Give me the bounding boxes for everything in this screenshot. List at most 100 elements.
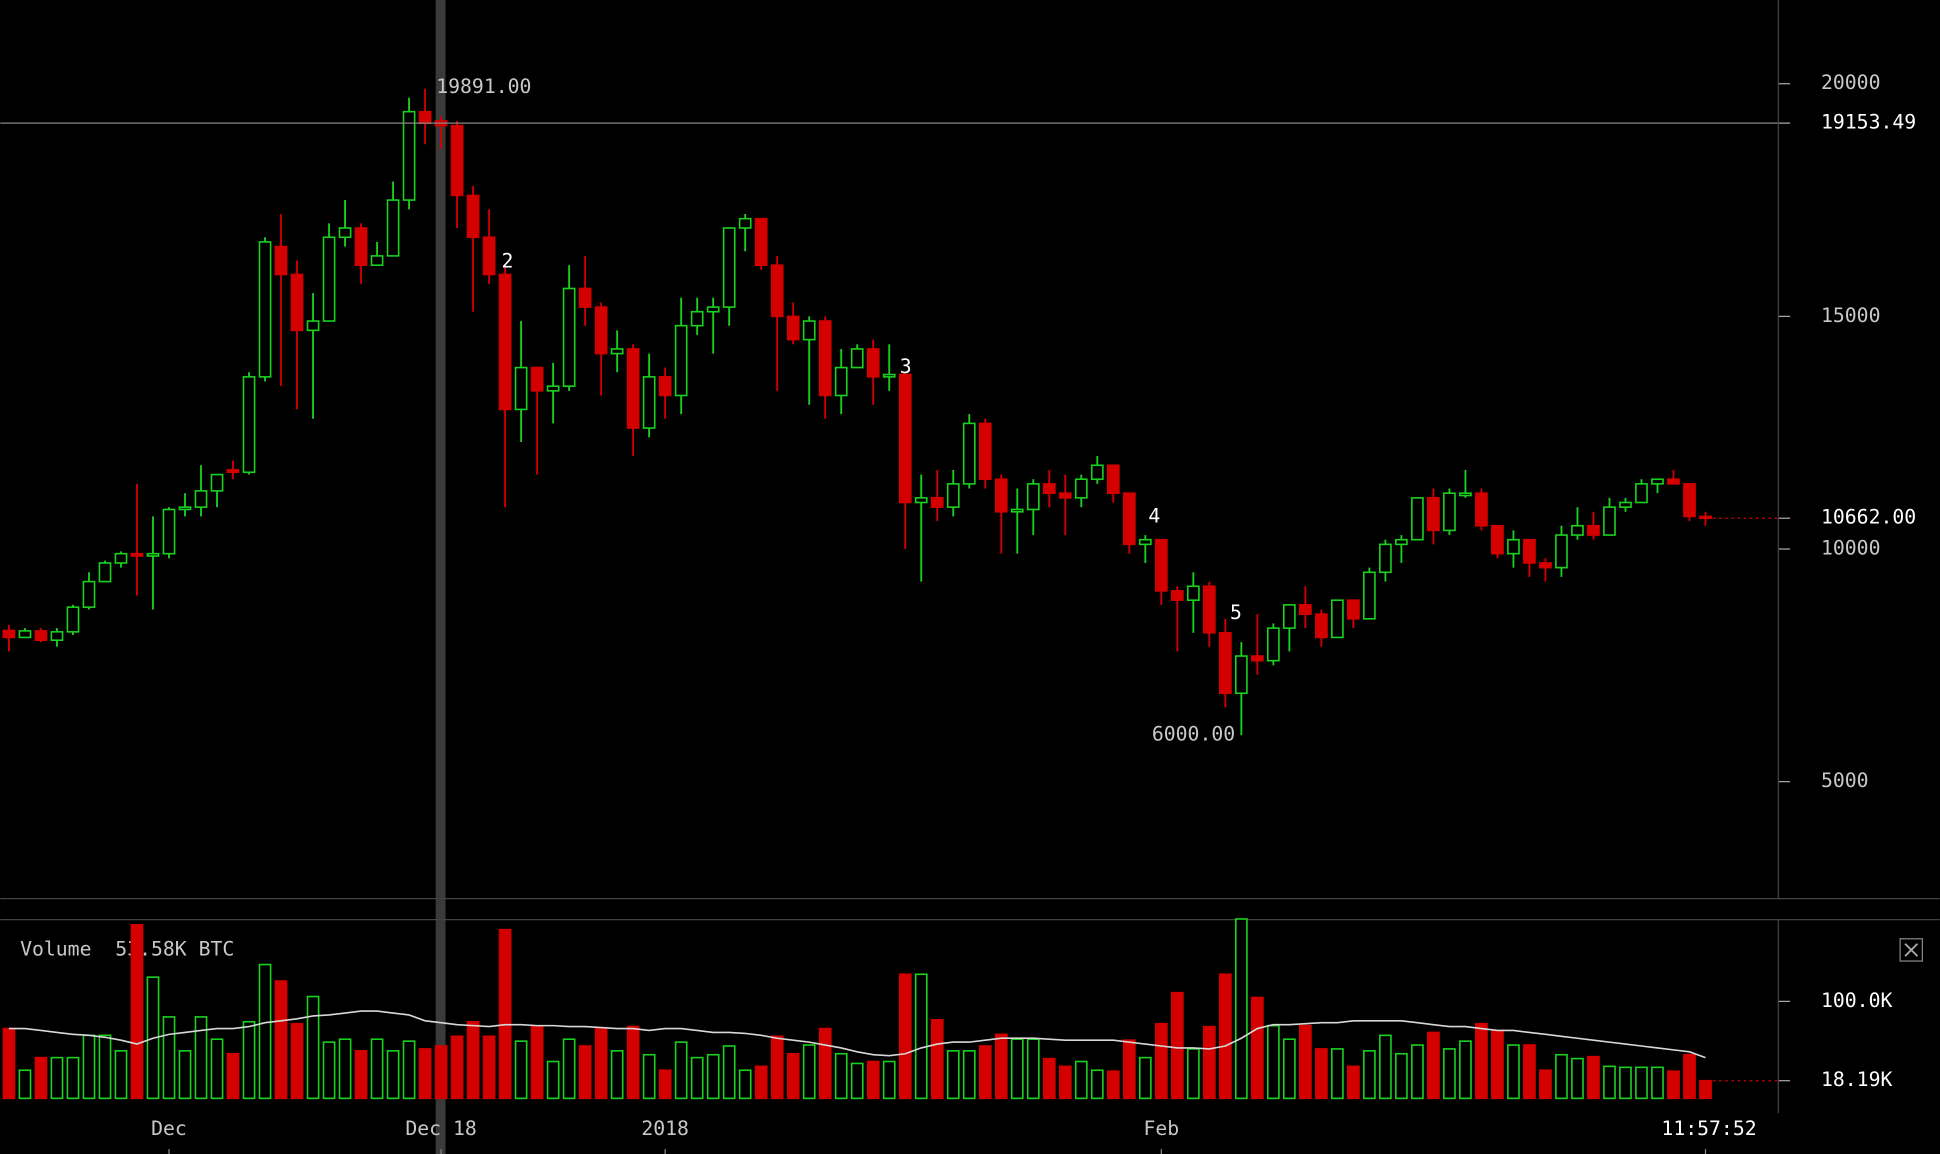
candle-body [1555, 534, 1568, 569]
y-tick-label: 20000 [1821, 71, 1881, 94]
volume-bar [1090, 1069, 1104, 1100]
volume-bar [770, 1035, 784, 1100]
candle-body [1154, 538, 1168, 592]
candle-body [546, 385, 560, 392]
candle-body [818, 320, 832, 397]
volume-bar [994, 1033, 1008, 1100]
volume-tick-label: 18.19K [1821, 1068, 1892, 1091]
candle-body [1250, 655, 1264, 662]
wave-label: 2 [501, 250, 513, 273]
candle-body [66, 606, 80, 633]
candle-body [978, 422, 992, 481]
volume-bar [978, 1045, 992, 1100]
candle-body [1315, 613, 1328, 639]
candle-body [322, 236, 336, 322]
candle-body [562, 287, 576, 387]
candle-body [594, 306, 608, 355]
candle-body [34, 630, 48, 642]
candle-body [258, 241, 272, 378]
volume-bar [594, 1027, 608, 1100]
candle-body [226, 469, 240, 474]
x-tick-label: 2018 [641, 1117, 689, 1140]
volume-bar [1699, 1079, 1712, 1100]
volume-bar [258, 963, 272, 1100]
candle-body [210, 473, 224, 492]
candle-body [1539, 562, 1552, 569]
volume-bar [690, 1056, 704, 1100]
x-tick-label: Dec [151, 1117, 187, 1140]
volume-bar [1619, 1066, 1632, 1100]
volume-bar [34, 1056, 48, 1100]
candle-body [418, 110, 432, 125]
candle-body [354, 227, 368, 267]
volume-bar [1154, 1022, 1168, 1100]
close-box[interactable] [1899, 938, 1924, 962]
volume-tick-label: 100.0K [1821, 989, 1892, 1012]
wave-label: 3 [900, 355, 912, 378]
volume-bar [1667, 1070, 1680, 1100]
candle-body [1395, 538, 1408, 546]
candle-body [1379, 543, 1392, 574]
volume-bar [1363, 1050, 1376, 1100]
volume-bar [1395, 1052, 1408, 1100]
volume-bar [818, 1027, 832, 1100]
volume-bar [530, 1025, 544, 1100]
candle-body [1603, 506, 1616, 536]
volume-bar [706, 1053, 720, 1100]
volume-bar [1298, 1024, 1312, 1100]
volume-bar [402, 1040, 416, 1100]
candle-body [18, 630, 32, 639]
volume-bar [130, 924, 144, 1100]
candle-body [1363, 571, 1376, 620]
volume-bar [1427, 1031, 1440, 1100]
candle-body [1683, 483, 1696, 518]
candle-body [290, 273, 304, 332]
volume-bar [2, 1027, 16, 1100]
candle-body [658, 376, 672, 397]
candle-body [674, 324, 688, 397]
candle-body [834, 366, 848, 397]
volume-bar [1074, 1060, 1088, 1100]
candle-body [946, 483, 960, 508]
volume-bar [18, 1069, 32, 1100]
volume-bar [658, 1069, 672, 1100]
volume-bar [1379, 1034, 1392, 1100]
candle-body [1058, 492, 1072, 499]
candle-body [482, 236, 496, 276]
close-volume-button[interactable] [1899, 938, 1924, 962]
candle-body [1523, 538, 1536, 564]
volume-bar [610, 1050, 624, 1100]
volume-bar [754, 1065, 768, 1100]
candle-body [146, 552, 160, 557]
volume-title: Volume [20, 937, 91, 960]
candle-body [1202, 585, 1216, 634]
volume-bar [898, 973, 912, 1100]
volume-bar [1587, 1055, 1600, 1100]
candle-body [1651, 478, 1664, 485]
close-icon[interactable] [1904, 943, 1919, 957]
volume-bar [946, 1050, 960, 1100]
volume-bar [178, 1050, 192, 1100]
volume-bar [1202, 1025, 1216, 1100]
candle-body [690, 310, 704, 327]
candle-body [242, 376, 256, 474]
candle-body [1266, 627, 1280, 662]
candle-body [514, 366, 528, 411]
candle-body [1507, 538, 1520, 555]
candle-body [114, 552, 128, 564]
candle-body [770, 264, 784, 318]
x-tick-label: Dec 18 [405, 1117, 476, 1140]
candle-body [1042, 483, 1056, 494]
volume-bar [1234, 918, 1248, 1100]
candle-body [626, 348, 640, 429]
candle-body [338, 227, 352, 239]
candle-body [1106, 464, 1120, 494]
candle-body [1331, 599, 1344, 639]
candle-body [466, 194, 480, 239]
volume-bar [82, 1034, 96, 1100]
candle-body [386, 199, 400, 257]
volume-bar [1603, 1065, 1616, 1100]
volume-bar [1571, 1057, 1584, 1100]
